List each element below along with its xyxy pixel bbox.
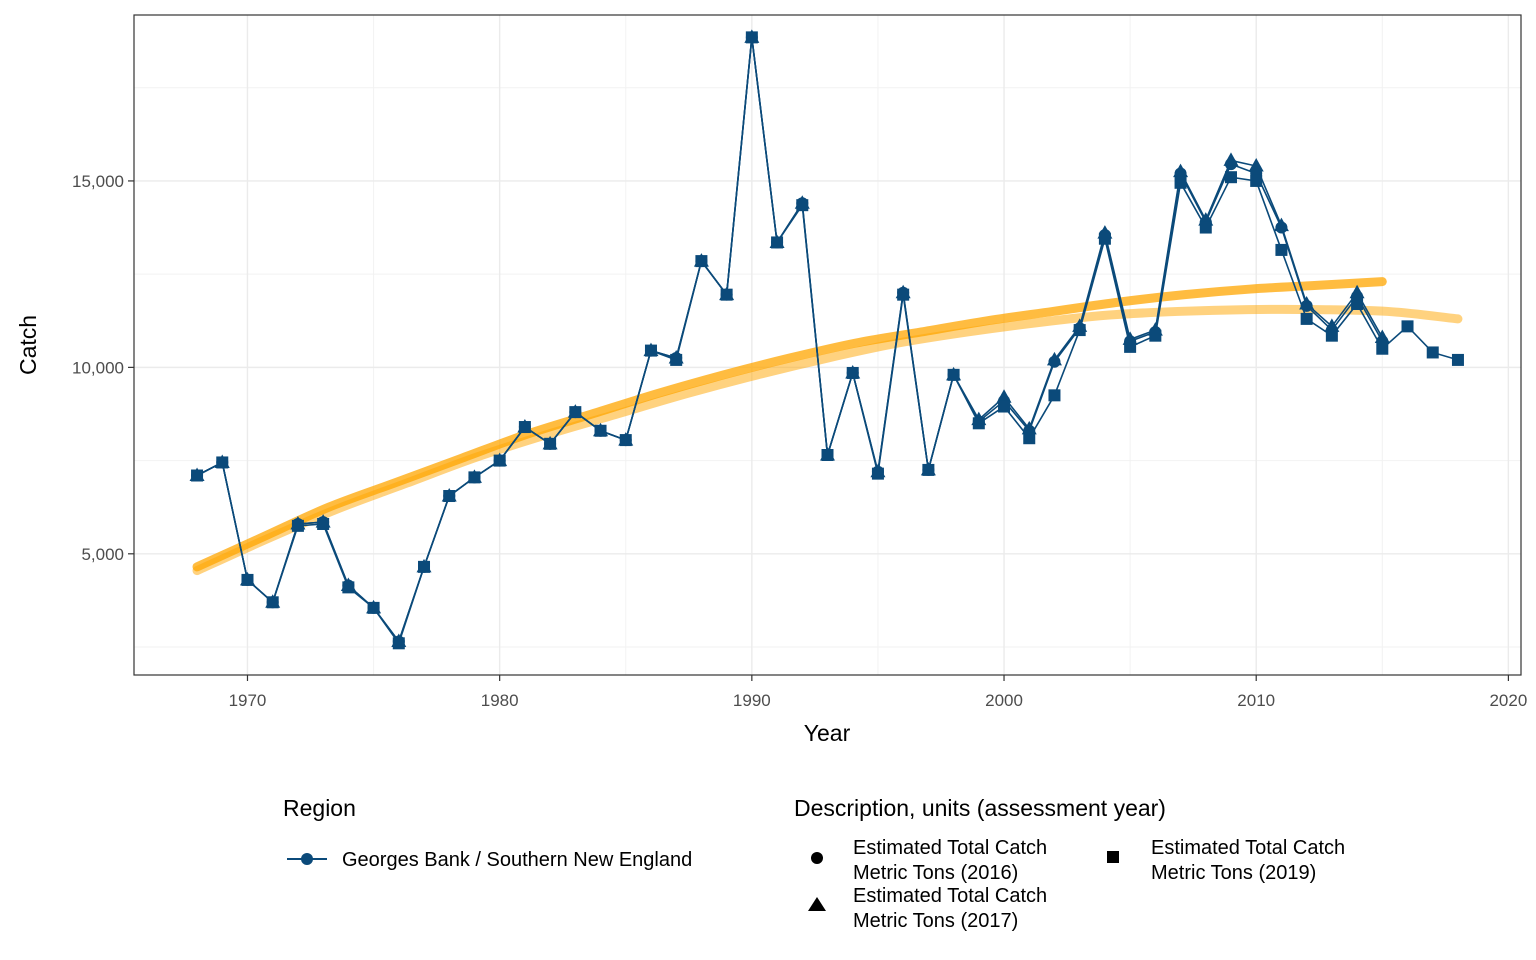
trend-line-2 (192, 304, 1463, 576)
point-square (619, 434, 632, 447)
y-tick-label: 10,000 (72, 358, 124, 377)
point-triangle (1349, 284, 1365, 299)
legend-square-icon (1107, 851, 1119, 863)
point-square (191, 469, 204, 482)
point-square (897, 288, 910, 301)
point-square (1325, 329, 1338, 342)
point-square (317, 517, 330, 530)
major-gridlines (134, 15, 1521, 675)
x-axis-title: Year (804, 720, 851, 746)
point-square (846, 366, 859, 379)
point-square (972, 417, 985, 430)
legend-item-2019-line1: Estimated Total Catch (1151, 837, 1345, 859)
point-square (468, 471, 481, 484)
point-square (518, 421, 531, 434)
plot-panel-border (133, 14, 1522, 676)
x-tick-label: 1970 (229, 691, 267, 710)
legend-item-2016-line2: Metric Tons (2016) (853, 862, 1018, 884)
point-square (922, 463, 935, 476)
point-square (670, 353, 683, 366)
point-square (493, 454, 506, 467)
point-square (443, 490, 456, 503)
point-square (544, 437, 557, 450)
legend-circle-icon (811, 852, 823, 864)
legend-description: Description, units (assessment year) Est… (794, 795, 1345, 932)
point-square (291, 519, 304, 532)
x-tick-label: 2020 (1489, 691, 1527, 710)
point-square (1451, 353, 1464, 366)
y-tick-label: 15,000 (72, 172, 124, 191)
series-points (189, 29, 1464, 650)
point-square (821, 449, 834, 461)
point-square (1426, 346, 1439, 359)
point-square (367, 601, 380, 614)
point-square (594, 424, 607, 437)
y-axis-title: Catch (15, 315, 41, 375)
point-square (342, 581, 355, 594)
point-triangle (1299, 295, 1315, 310)
point-triangle (1374, 329, 1390, 344)
point-triangle (1223, 152, 1239, 166)
point-square (1401, 320, 1414, 333)
legend-description-title: Description, units (assessment year) (794, 795, 1166, 821)
point-square (1300, 312, 1313, 325)
x-tick-label: 2000 (985, 691, 1023, 710)
point-square (1199, 221, 1212, 234)
point-square (1124, 340, 1137, 353)
legend-region: Region Georges Bank / Southern New Engla… (283, 795, 692, 871)
x-axis: 1970 1980 1990 2000 2010 2020 (229, 675, 1527, 710)
y-tick-label: 5,000 (81, 545, 124, 564)
legend-triangle-icon (808, 897, 826, 911)
point-square (796, 199, 809, 212)
point-square (392, 637, 405, 650)
point-square (241, 573, 254, 586)
trend-lines (192, 277, 1463, 576)
point-triangle (996, 389, 1012, 403)
point-square (1023, 432, 1036, 445)
point-square (1048, 389, 1061, 402)
legend-item-2017-line2: Metric Tons (2017) (853, 910, 1018, 932)
legend-region-label: Georges Bank / Southern New England (342, 849, 692, 871)
point-square (1275, 243, 1288, 256)
point-square (1351, 297, 1364, 310)
point-square (771, 236, 784, 249)
point-square (1098, 232, 1111, 245)
point-square (1149, 329, 1162, 342)
legend-region-point (301, 853, 313, 865)
point-square (871, 467, 884, 480)
legend-region-title: Region (283, 795, 356, 821)
point-square (1073, 324, 1086, 337)
y-axis: 5,000 10,000 15,000 (72, 172, 134, 564)
point-triangle (1324, 318, 1340, 332)
point-square (266, 596, 279, 609)
legend-item-2016-line1: Estimated Total Catch (853, 837, 1047, 859)
x-tick-label: 2010 (1237, 691, 1275, 710)
x-tick-label: 1980 (481, 691, 519, 710)
point-square (1174, 176, 1187, 189)
point-triangle (1273, 217, 1289, 232)
point-square (1224, 171, 1237, 184)
point-triangle (1173, 163, 1189, 178)
point-square (720, 288, 733, 301)
point-triangle (1046, 351, 1062, 366)
point-square (1376, 342, 1389, 355)
point-triangle (1248, 158, 1264, 172)
point-square (216, 456, 229, 469)
x-tick-label: 1990 (733, 691, 771, 710)
legend-item-2017-line1: Estimated Total Catch (853, 885, 1047, 907)
point-square (418, 560, 431, 573)
point-triangle (1021, 420, 1037, 435)
point-square (695, 255, 708, 268)
point-square (745, 31, 758, 44)
point-square (1250, 174, 1263, 187)
point-square (644, 344, 657, 357)
point-square (998, 400, 1011, 413)
point-square (569, 406, 582, 419)
legend-item-2019-line2: Metric Tons (2019) (1151, 862, 1316, 884)
point-square (947, 368, 960, 381)
